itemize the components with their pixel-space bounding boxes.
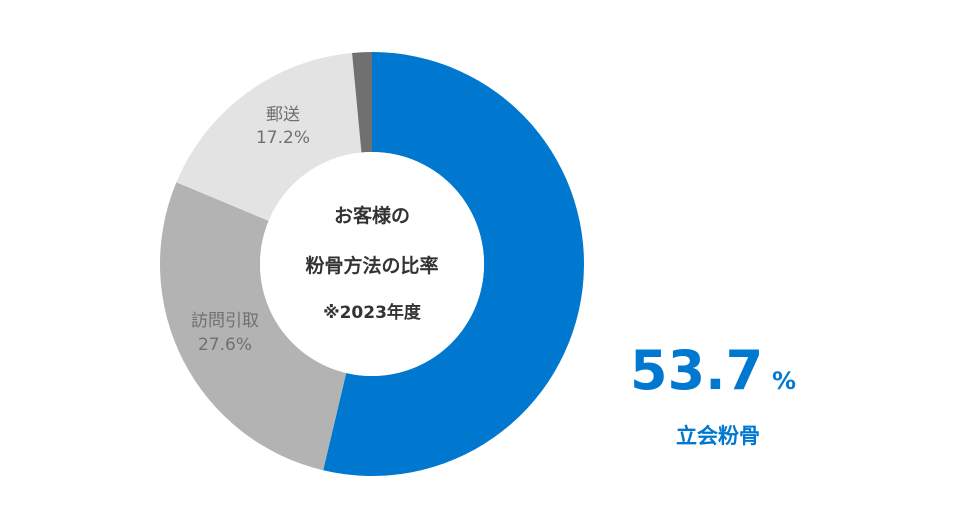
donut-slices [160, 52, 585, 477]
slice-mail [176, 52, 362, 221]
slice-tachiai [323, 52, 585, 477]
slice-label-mail-name: 郵送 [266, 105, 300, 125]
center-note: ※2023年度 [323, 302, 422, 323]
highlight-percent-value: 53.7 [630, 339, 763, 402]
slice-label-mail-value: 17.2% [256, 128, 310, 148]
center-title-line-1: お客様の [334, 204, 410, 227]
highlight-percent-sign: % [772, 367, 796, 395]
slice-label-visit-value: 27.6% [198, 335, 252, 355]
slice-visit [160, 182, 347, 471]
center-title-line-2: 粉骨方法の比率 [305, 254, 438, 277]
slice-other [352, 52, 372, 153]
donut-hole [260, 152, 484, 376]
highlight-name: 立会粉骨 [676, 424, 760, 448]
slice-label-visit-name: 訪問引取 [191, 311, 259, 331]
